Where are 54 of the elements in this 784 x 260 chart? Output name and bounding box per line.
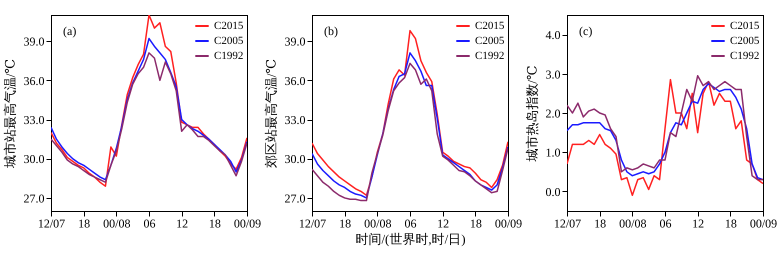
y-tick-label: 2.0 — [546, 106, 560, 120]
x-tick-label: 00/09 — [234, 216, 262, 230]
x-tick-label: 06 — [404, 216, 416, 230]
x-tick-label: 00/08 — [103, 216, 131, 230]
annotation: (c) — [579, 24, 592, 38]
x-tick-label: 18 — [594, 216, 606, 230]
y-axis-title: 城市热岛指数/℃ — [524, 65, 540, 163]
x-tick-label: 12 — [692, 216, 704, 230]
y-tick-label: 39.0 — [284, 34, 306, 49]
legend-label: C2005 — [475, 35, 505, 47]
x-tick-label: 18 — [470, 216, 482, 230]
x-tick-label: 12 — [176, 216, 188, 230]
y-tick-label: 30.0 — [24, 152, 44, 166]
x-tick-label: 18 — [724, 216, 737, 230]
y-axis-title: 郊区站最高气温/℃ — [264, 58, 278, 168]
y-tick-label: 39.0 — [24, 34, 44, 49]
line-series — [51, 15, 247, 187]
legend-label: C2015 — [475, 20, 505, 32]
y-tick-label: 33.0 — [24, 113, 44, 128]
x-tick-label: 12/07 — [554, 216, 582, 230]
y-tick-label: 3.0 — [546, 67, 560, 82]
x-tick-label: 06 — [660, 216, 672, 230]
legend-label: C1992 — [730, 50, 760, 62]
legend-label: C1992 — [214, 50, 244, 62]
x-tick-label: 00/08 — [619, 216, 647, 230]
y-tick-label: 36.0 — [24, 74, 44, 88]
y-tick-label: 4.0 — [546, 28, 560, 42]
y-tick-label: 33.0 — [284, 113, 306, 128]
y-tick-label: 1.0 — [546, 146, 560, 160]
x-tick-label: 00/09 — [750, 216, 778, 230]
y-tick-label: 0.0 — [546, 184, 560, 199]
legend-label: C2015 — [214, 20, 244, 32]
legend-label: C2005 — [214, 35, 244, 47]
legend-label: C2005 — [730, 35, 760, 47]
x-tick-label: 12/07 — [38, 216, 66, 230]
x-tick-label: 12 — [437, 216, 450, 230]
line-series — [567, 78, 763, 196]
x-tick-label: 18 — [208, 216, 221, 230]
y-tick-label: 30.0 — [284, 152, 306, 166]
legend-label: C1992 — [475, 50, 504, 62]
x-tick-label: 12/07 — [298, 216, 326, 230]
x-tick-label: 18 — [339, 216, 352, 230]
x-tick-label: 06 — [144, 216, 156, 230]
x-tick-label: 00/09 — [494, 216, 522, 230]
y-axis-title: 城市站最高气温/℃ — [2, 58, 18, 170]
x-tick-label: 18 — [78, 216, 90, 230]
y-tick-label: 27.0 — [24, 191, 44, 206]
y-tick-label: 36.0 — [284, 74, 306, 88]
y-tick-label: 27.0 — [284, 191, 306, 206]
annotation: (b) — [324, 24, 338, 38]
annotation: (a) — [63, 24, 76, 38]
x-axis-title: 时间/(世界时,时/日) — [355, 232, 466, 246]
x-tick-label: 00/08 — [364, 216, 392, 230]
legend-label: C2015 — [730, 20, 760, 32]
